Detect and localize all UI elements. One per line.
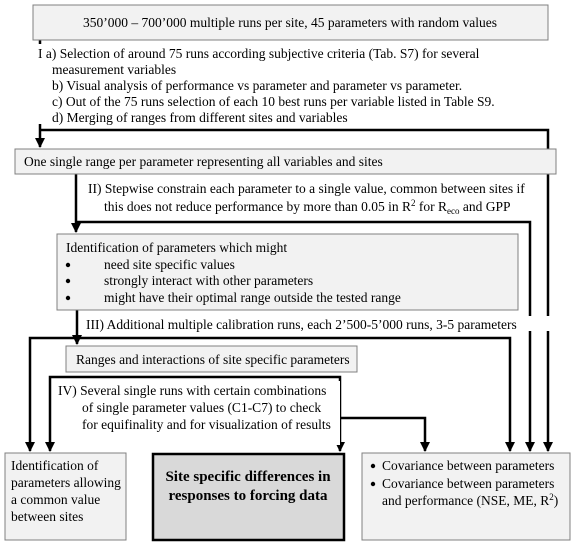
- text-part: this does not reduce performance by more…: [104, 199, 411, 214]
- step-text: I a) Selection of around 75 runs accordi…: [38, 46, 480, 61]
- step-text: measurement variables: [52, 62, 176, 77]
- site-box: [65, 345, 358, 373]
- text-part: and GPP: [460, 199, 511, 214]
- top-box-text: 350’000 – 700’000 multiple runs per site…: [83, 15, 497, 30]
- bullet: [65, 262, 71, 268]
- bullet: [370, 481, 376, 487]
- outcome-right-box: [361, 452, 571, 541]
- text-part: and performance (NSE, ME, R: [382, 493, 549, 508]
- outcome-text: Identification of: [11, 458, 99, 473]
- bullet-text: strongly interact with other parameters: [104, 273, 313, 288]
- identification-box: [56, 233, 519, 311]
- range-box-text: One single range per parameter represent…: [24, 154, 383, 169]
- step-text: d) Merging of ranges from different site…: [52, 110, 348, 125]
- outcome-text: and performance (NSE, ME, R2): [382, 492, 558, 508]
- outcome-text: Covariance between parameters: [382, 476, 554, 491]
- step-text: this does not reduce performance by more…: [104, 198, 511, 216]
- box-title: Identification of parameters which might: [66, 240, 287, 255]
- text-part: ): [554, 493, 559, 508]
- outcome-text: responses to forcing data: [168, 488, 328, 504]
- step-text: IV) Several single runs with certain com…: [58, 383, 326, 398]
- superscript: 2: [549, 492, 554, 502]
- subscript: eco: [447, 206, 460, 216]
- outcome-text: between sites: [11, 509, 83, 524]
- bullet: [65, 295, 71, 301]
- outcome-center-box: [151, 452, 346, 542]
- bullet-text: need site specific values: [104, 257, 235, 272]
- step-4-bg: [56, 381, 340, 445]
- arrow: [40, 128, 553, 452]
- step-text: II) Stepwise constrain each parameter to…: [88, 181, 525, 196]
- range-box: [14, 148, 557, 175]
- bullet: [370, 463, 376, 469]
- bullet-text: might have their optimal range outside t…: [104, 290, 401, 305]
- step-text: III) Additional multiple calibration run…: [86, 317, 517, 332]
- bullet: [65, 278, 71, 284]
- outcome-text: a common value: [11, 492, 100, 507]
- step-2-bg: [84, 180, 524, 218]
- arrow: [25, 336, 515, 452]
- superscript: 2: [411, 198, 416, 208]
- outcome-text: Covariance between parameters: [382, 458, 554, 473]
- step-text: for equifinality and for visualization o…: [82, 417, 331, 432]
- top-box: [32, 4, 549, 41]
- arrow: [76, 220, 535, 452]
- step-text: b) Visual analysis of performance vs par…: [52, 78, 462, 93]
- site-box-text: Ranges and interactions of site specific…: [76, 352, 350, 367]
- text-part: for R: [416, 199, 448, 214]
- outcome-text: Site specific differences in: [165, 469, 331, 485]
- outcome-text: parameters allowing: [11, 475, 121, 490]
- step-text: c) Out of the 75 runs selection of each …: [52, 94, 495, 109]
- step-1-bg: [36, 44, 516, 124]
- step-text: of single parameter values (C1-C7) to ch…: [82, 400, 321, 415]
- step-3-bg: [84, 316, 564, 331]
- arrow: [340, 416, 430, 452]
- outcome-left-box: [4, 452, 127, 541]
